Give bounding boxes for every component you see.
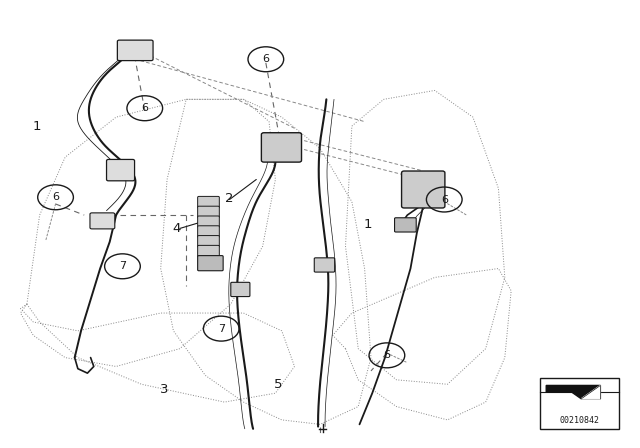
Text: 7: 7: [119, 261, 126, 271]
Text: 1: 1: [32, 120, 41, 133]
FancyBboxPatch shape: [401, 171, 445, 208]
Text: 2: 2: [225, 192, 234, 205]
FancyBboxPatch shape: [198, 216, 220, 228]
Text: 00210842: 00210842: [559, 416, 600, 425]
Text: 6: 6: [262, 54, 269, 64]
FancyBboxPatch shape: [394, 218, 416, 232]
Polygon shape: [546, 385, 600, 399]
FancyBboxPatch shape: [198, 226, 220, 237]
FancyBboxPatch shape: [261, 133, 301, 162]
Text: 6: 6: [52, 192, 59, 202]
FancyBboxPatch shape: [198, 206, 220, 218]
Text: 7: 7: [218, 323, 225, 334]
Text: 6: 6: [141, 103, 148, 113]
FancyBboxPatch shape: [198, 246, 220, 257]
FancyBboxPatch shape: [231, 282, 250, 297]
Text: 1: 1: [364, 217, 372, 231]
Text: 5: 5: [275, 378, 283, 391]
FancyBboxPatch shape: [198, 236, 220, 247]
Text: 3: 3: [159, 383, 168, 396]
FancyBboxPatch shape: [198, 196, 220, 208]
Text: 4: 4: [172, 222, 181, 235]
FancyBboxPatch shape: [314, 258, 335, 272]
FancyBboxPatch shape: [198, 256, 223, 271]
Polygon shape: [581, 385, 600, 399]
FancyBboxPatch shape: [106, 159, 134, 181]
FancyBboxPatch shape: [117, 40, 153, 60]
FancyBboxPatch shape: [90, 213, 115, 229]
Text: 6: 6: [441, 194, 448, 205]
Bar: [540, 378, 620, 429]
Text: 6: 6: [383, 350, 390, 360]
